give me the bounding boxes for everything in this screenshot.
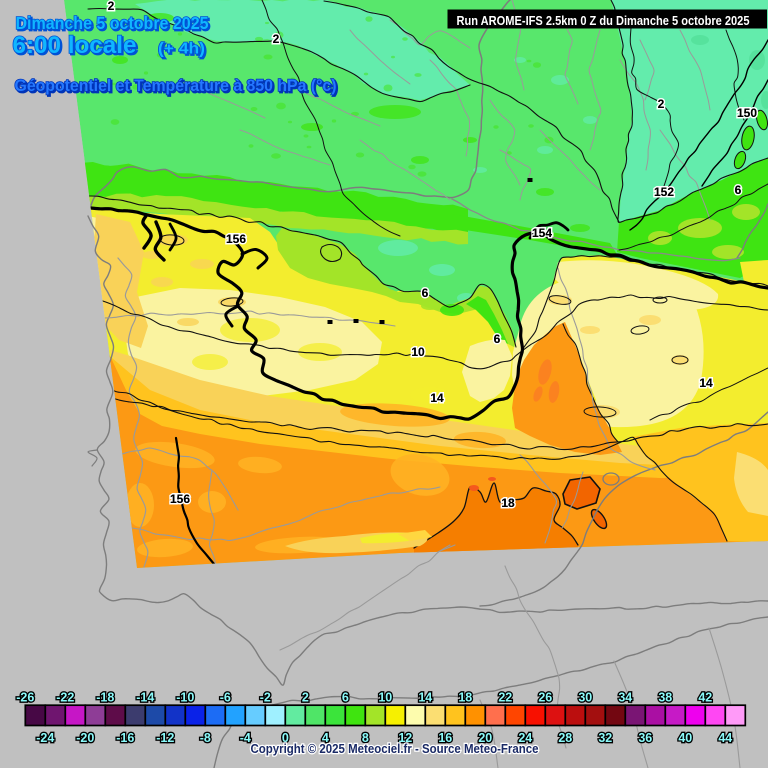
svg-text:30: 30: [578, 691, 592, 705]
svg-text:-4: -4: [240, 731, 251, 745]
svg-text:2: 2: [108, 0, 115, 13]
svg-text:20: 20: [478, 731, 492, 745]
svg-text:40: 40: [678, 731, 692, 745]
svg-text:(+ 4h): (+ 4h): [158, 41, 205, 58]
svg-text:42: 42: [698, 691, 712, 705]
svg-text:-16: -16: [116, 731, 134, 745]
svg-text:-24: -24: [36, 731, 54, 745]
svg-text:154: 154: [532, 226, 552, 240]
svg-text:38: 38: [658, 691, 672, 705]
svg-text:8: 8: [362, 731, 369, 745]
svg-text:24: 24: [518, 731, 532, 745]
svg-text:156: 156: [226, 232, 246, 246]
svg-text:36: 36: [638, 731, 652, 745]
svg-text:154: 154: [532, 226, 552, 240]
svg-text:6: 6: [342, 691, 349, 705]
svg-text:Géopotentiel et Température à: Géopotentiel et Température à 850 hPa (°…: [15, 76, 337, 95]
svg-text:156: 156: [226, 232, 246, 246]
svg-text:Run AROME-IFS 2.5km 0 Z du Dim: Run AROME-IFS 2.5km 0 Z du Dimanche 5 oc…: [457, 13, 750, 28]
svg-text:2: 2: [302, 691, 309, 705]
svg-text:18: 18: [501, 496, 515, 510]
svg-text:6:00 locale: 6:00 locale: [13, 32, 137, 59]
svg-text:-12: -12: [156, 731, 174, 745]
svg-text:34: 34: [618, 691, 632, 705]
svg-text:2: 2: [658, 97, 665, 111]
svg-text:-14: -14: [136, 691, 154, 705]
svg-text:156: 156: [170, 492, 190, 506]
svg-text:-22: -22: [56, 691, 74, 705]
svg-text:Géopotentiel et Température à: Géopotentiel et Température à 850 hPa (°…: [15, 76, 337, 95]
svg-text:152: 152: [654, 185, 674, 199]
svg-text:-26: -26: [16, 691, 34, 705]
svg-text:6: 6: [735, 183, 742, 197]
svg-text:6: 6: [735, 183, 742, 197]
svg-text:-6: -6: [220, 691, 231, 705]
svg-text:28: 28: [558, 731, 572, 745]
svg-text:6: 6: [422, 286, 429, 300]
svg-text:-10: -10: [176, 691, 194, 705]
svg-text:2: 2: [658, 97, 665, 111]
svg-text:(+ 4h): (+ 4h): [158, 41, 205, 58]
svg-text:6:00 locale: 6:00 locale: [13, 32, 137, 59]
svg-text:14: 14: [430, 391, 444, 405]
svg-text:32: 32: [598, 731, 612, 745]
svg-text:156: 156: [170, 492, 190, 506]
svg-text:152: 152: [654, 185, 674, 199]
svg-text:-18: -18: [96, 691, 114, 705]
svg-text:-2: -2: [260, 691, 271, 705]
svg-text:14: 14: [418, 691, 432, 705]
svg-text:12: 12: [398, 731, 412, 745]
svg-text:2: 2: [273, 32, 280, 46]
svg-text:10: 10: [378, 691, 392, 705]
svg-text:10: 10: [411, 345, 425, 359]
svg-text:4: 4: [322, 731, 329, 745]
svg-text:18: 18: [501, 496, 515, 510]
svg-text:150: 150: [737, 106, 757, 120]
svg-text:18: 18: [458, 691, 472, 705]
svg-text:Dimanche 5 octobre 2025: Dimanche 5 octobre 2025: [16, 13, 209, 33]
svg-text:(+ 4h): (+ 4h): [160, 42, 207, 59]
svg-text:14: 14: [430, 391, 444, 405]
svg-text:0: 0: [282, 731, 289, 745]
svg-text:22: 22: [498, 691, 512, 705]
svg-text:16: 16: [438, 731, 452, 745]
svg-text:14: 14: [699, 376, 713, 390]
svg-text:Dimanche 5 octobre 2025: Dimanche 5 octobre 2025: [17, 15, 210, 35]
svg-text:Géopotentiel et Température à: Géopotentiel et Température à 850 hPa (°…: [16, 78, 338, 97]
svg-text:-8: -8: [200, 731, 211, 745]
svg-text:26: 26: [538, 691, 552, 705]
svg-text:6: 6: [422, 286, 429, 300]
svg-text:150: 150: [737, 106, 757, 120]
svg-text:10: 10: [411, 345, 425, 359]
svg-text:44: 44: [718, 731, 732, 745]
svg-text:Copyright © 2025 Meteociel.fr: Copyright © 2025 Meteociel.fr - Source M…: [251, 742, 539, 756]
svg-text:6:00 locale: 6:00 locale: [14, 34, 138, 61]
svg-text:14: 14: [699, 376, 713, 390]
svg-text:-20: -20: [76, 731, 94, 745]
svg-text:6: 6: [494, 332, 501, 346]
svg-text:Dimanche 5 octobre 2025: Dimanche 5 octobre 2025: [16, 13, 209, 33]
svg-text:2: 2: [273, 32, 280, 46]
svg-text:6: 6: [494, 332, 501, 346]
svg-text:2: 2: [108, 0, 115, 13]
